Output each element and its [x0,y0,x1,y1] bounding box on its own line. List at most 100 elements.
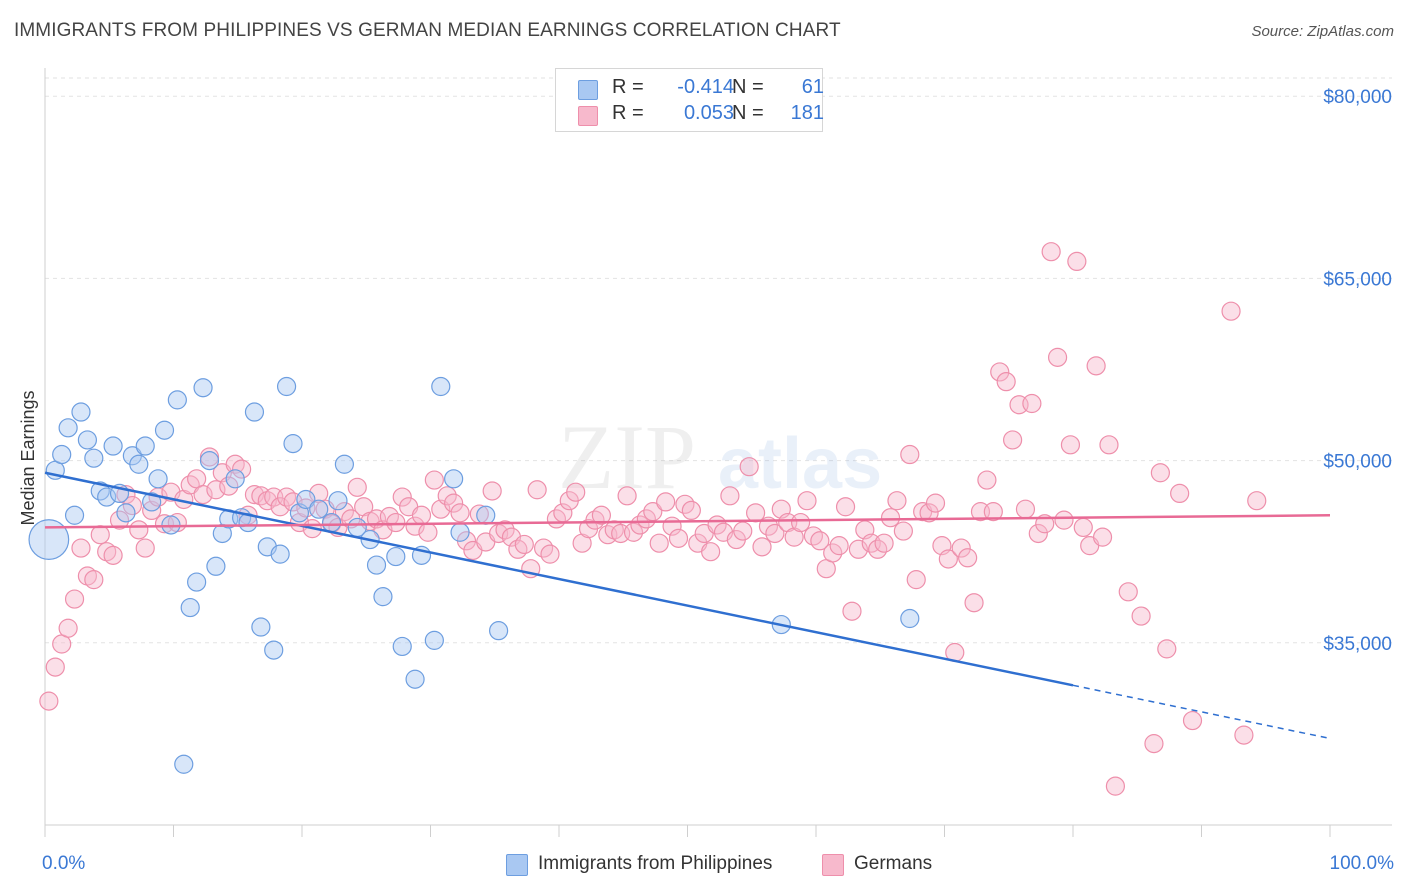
germans-point [418,522,438,542]
germans-point [996,372,1016,392]
germans-point [842,601,862,621]
tick-labels: $80,000 $65,000 $50,000 $35,000 0.0% 100.0% [42,87,1394,874]
germans-point [623,522,644,542]
philippines-points [28,376,920,774]
germans-point [938,549,958,569]
germans-point [636,509,656,529]
philippines-point [251,617,271,637]
germans-point [656,492,676,512]
germans-point [958,548,978,568]
philippines-point [296,489,316,510]
germans-point [668,528,689,548]
germans-point [880,508,901,528]
y-tick-label: $35,000 [1323,634,1392,655]
r-value: -0.414 [677,76,734,98]
germans-point [1047,347,1068,367]
germans-point [219,476,239,496]
philippines-point [187,572,207,592]
legend-label-philippines: Immigrants from Philippines [538,853,773,874]
watermark-zip: ZIP [558,406,696,508]
germans-point [893,521,913,541]
germans-point [1060,435,1081,455]
watermark: ZIP atlas [558,406,882,508]
n-label: N = [732,102,764,124]
germans-point [733,521,753,541]
philippines-point [58,418,78,438]
philippines-trend-line [44,471,1074,687]
germans-point [193,485,213,505]
source-credit: Source: ZipAtlas.com [1251,23,1394,40]
germans-point [45,657,65,677]
germans-point [1144,734,1164,754]
philippines-point [276,376,297,397]
germans-point [1073,517,1093,538]
r-label: R = [612,76,644,98]
y-axis-label: Median Earnings [18,390,38,525]
germans-point [681,500,701,521]
germans-point [58,618,78,638]
trend-lines [44,471,1331,740]
philippines-point [174,754,194,774]
philippines-point [444,469,464,489]
germans-point [540,544,560,564]
germans-point [482,481,502,501]
germans-point [1182,710,1203,731]
philippines-point [52,444,72,465]
germans-point [1054,510,1074,530]
philippines-point [900,608,920,629]
germans-point [566,482,586,502]
germans-point [810,531,830,551]
germans-point [411,505,432,525]
philippines-point [283,434,303,454]
germans-point [1067,251,1087,272]
germans-point [495,520,515,540]
germans-point [270,497,290,517]
germans-point [386,512,406,533]
axes [44,68,1392,837]
germans-point [1157,639,1177,659]
germans-point [919,503,939,523]
germans-point [334,502,355,522]
germans-point [1092,527,1113,547]
legend-swatch-philippines [506,854,528,876]
philippines-point [97,487,117,507]
philippines-point [28,519,70,560]
germans-point [84,570,104,590]
germans-point [71,538,91,558]
philippines-point [309,499,329,519]
germans-point [1247,491,1267,511]
germans-point [122,495,142,516]
germans-point [591,505,612,525]
philippines-point [77,430,98,450]
philippines-point [84,448,104,468]
germans-point [739,457,759,477]
germans-point [1105,776,1126,796]
germans-point [746,503,766,523]
n-label: N = [732,76,764,98]
germans-point [906,570,926,590]
germans-point [232,459,252,479]
y-tick-label: $50,000 [1323,452,1392,473]
germans-point [990,362,1010,382]
philippines-point [270,544,290,564]
philippines-point [489,621,509,641]
germans-point [765,523,785,544]
philippines-point [392,636,412,657]
philippines-point [450,522,470,542]
germans-point [1086,356,1106,376]
germans-point [206,480,226,500]
n-value: 181 [790,102,824,124]
philippines-point [142,492,162,512]
germans-point [527,480,547,500]
germans-point [1234,725,1254,745]
philippines-swatch [578,80,598,100]
y-tick-label: $65,000 [1323,269,1392,290]
germans-point [1099,435,1119,455]
philippines-point [180,597,200,618]
germans-point [437,486,457,506]
germans-point [97,542,117,562]
r-label: R = [612,102,644,124]
philippines-point [167,390,187,410]
germans-point [103,545,123,565]
